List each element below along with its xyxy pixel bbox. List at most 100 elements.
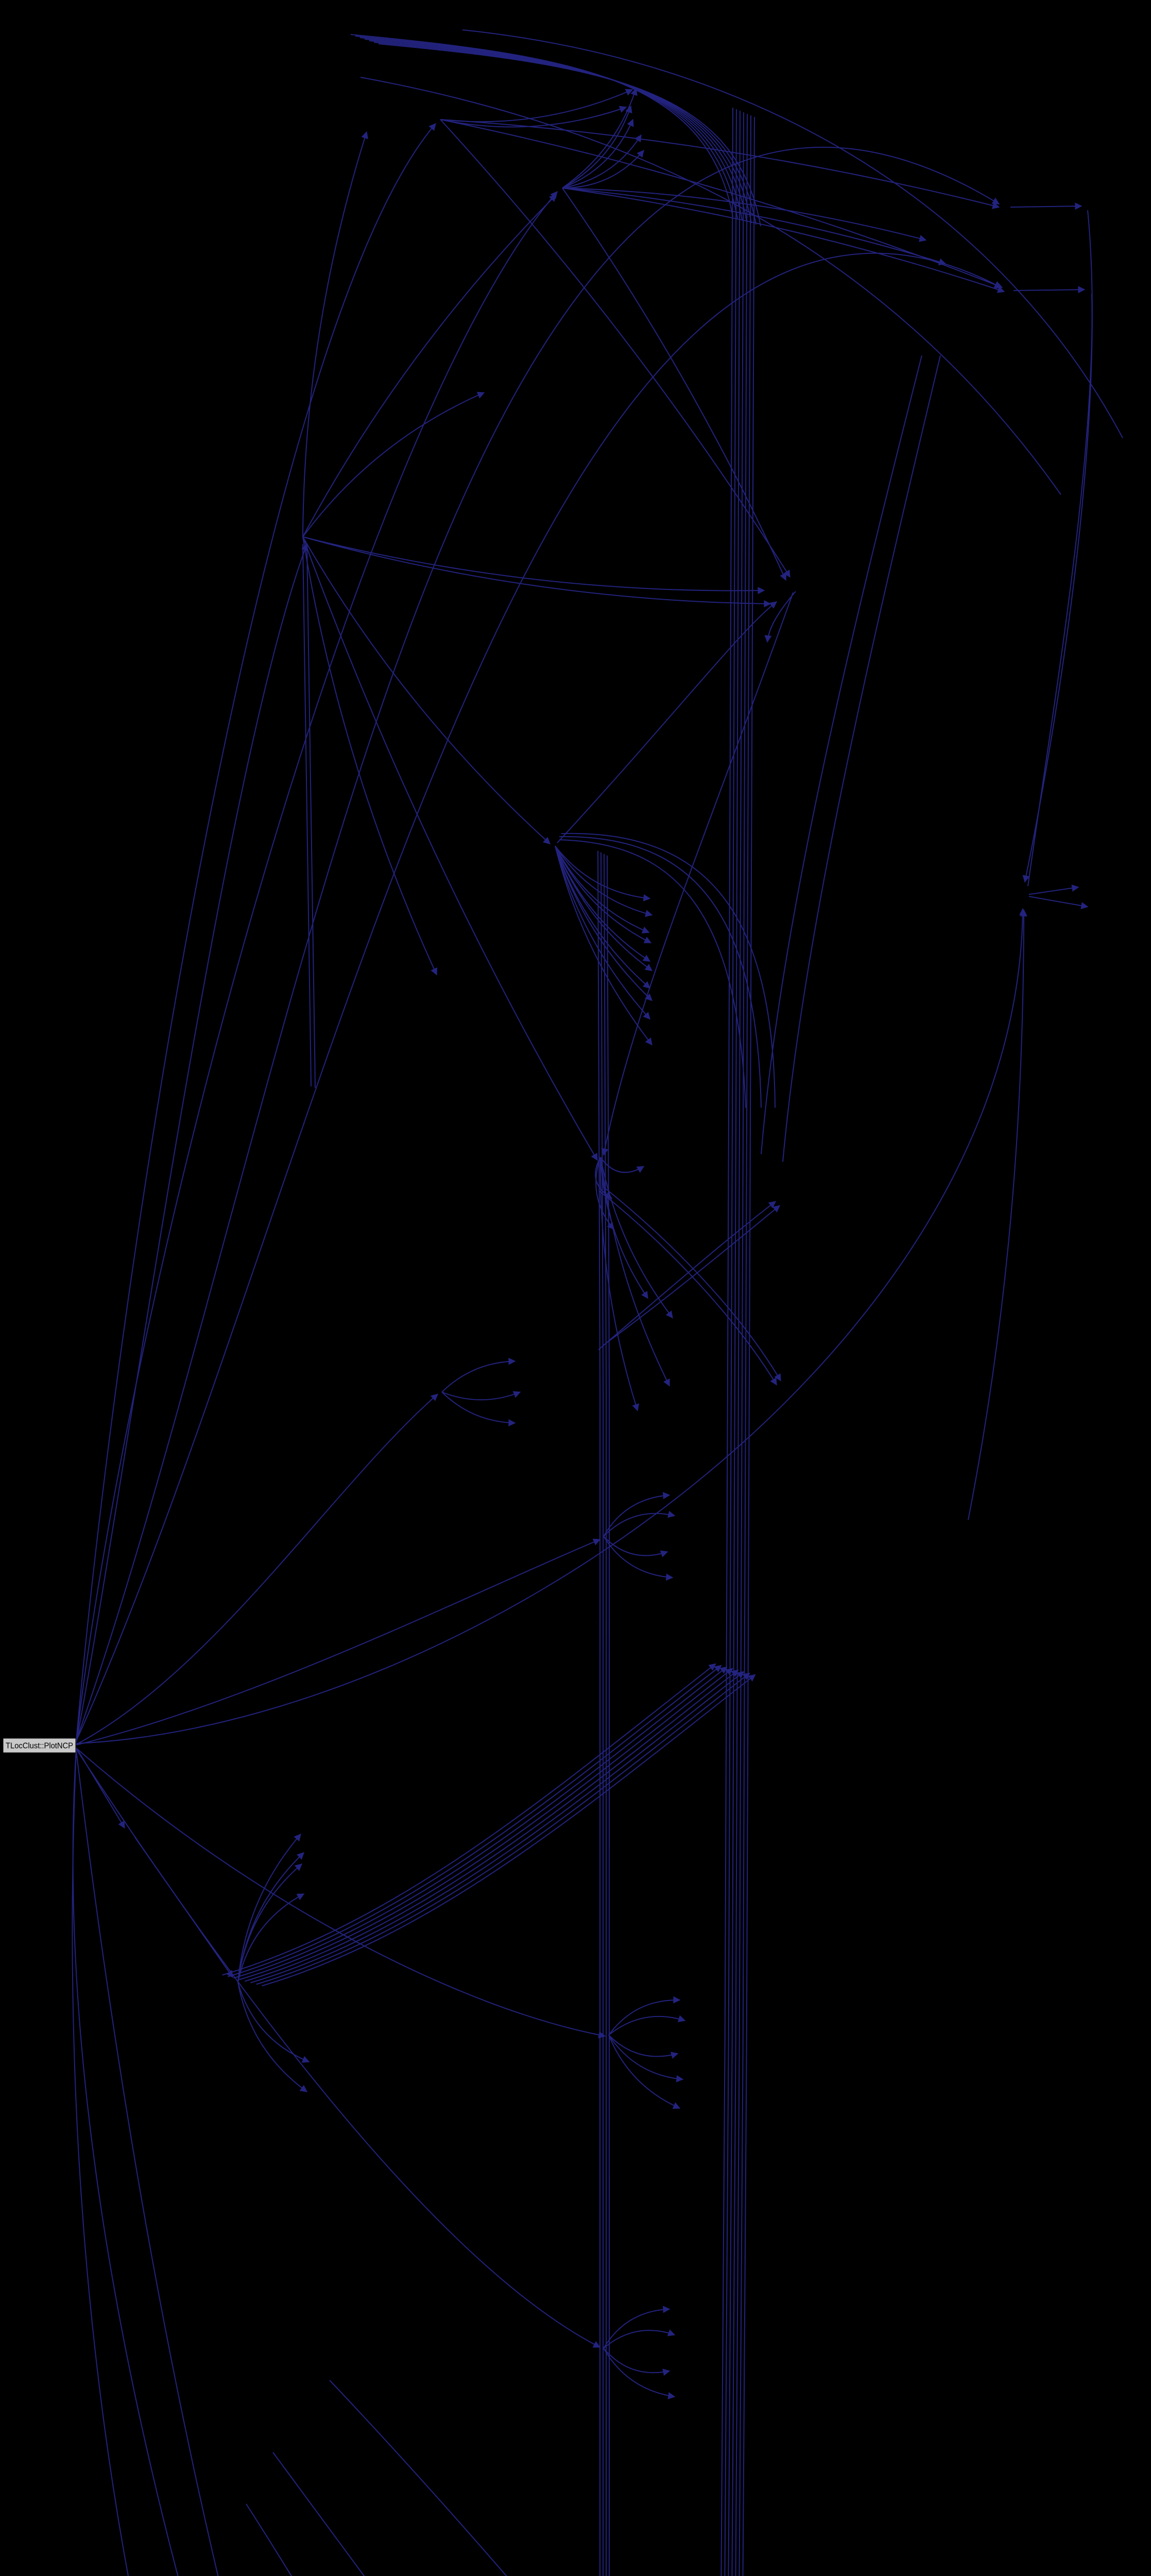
graph-edge [237,1863,303,1983]
graph-edge [603,2348,676,2400]
graph-edge [256,1672,750,1985]
graph-edge [360,77,1061,495]
graph-edge [237,1982,310,2063]
graph-edge [607,855,611,2576]
graph-edge [764,591,796,643]
graph-edge [246,2503,293,2576]
graph-edge [302,392,485,537]
graph-edge [222,1663,716,1976]
graph-edge [302,544,312,1087]
graph-edge [562,88,638,189]
graph-edge [302,194,557,537]
graph-edge [599,1191,777,1386]
graph-edge [237,1982,308,2092]
graph-edge [555,845,651,962]
graph-edge [603,1536,668,1557]
graph-edge [555,845,650,934]
graph-edge [761,355,922,1155]
graph-edge [603,1511,676,1537]
graph-edge [1022,210,1093,883]
graph-edge [1028,884,1079,895]
graph-edge [440,89,633,123]
graph-edge [1010,202,1083,210]
graph-edge [557,601,778,843]
graph-edge [302,536,551,844]
graph-edge [329,2380,507,2576]
graph-edge [600,1157,670,1387]
graph-edge [555,845,652,1046]
graph-edge [602,1205,781,1346]
graph-edge [76,146,1000,1741]
graph-edge [555,845,653,971]
graph-edge [562,188,927,242]
graph-edge [1027,293,1093,887]
graph-edge [608,2035,684,2082]
graph-edge [555,845,652,943]
graph-edge [600,852,605,2576]
graph-edge [441,1358,516,1393]
graph-edge [76,123,436,1742]
graph-edge [603,1187,781,1382]
graph-edge [76,908,1026,1744]
graph-edge [608,2035,681,2109]
graph-edge [562,149,644,189]
graph-edge [76,1750,219,2576]
graph-edge [250,1671,745,1984]
graph-edge [559,836,762,1108]
graph-edge [302,131,368,537]
graph-edge [598,1201,777,1350]
graph-edge [601,592,794,1156]
graph-edge [245,1669,739,1982]
graph-edge [562,188,787,581]
graph-edge [72,1748,179,2576]
graph-edge [603,1536,674,1581]
graph-edge [302,536,765,595]
graph-edge [237,1893,305,1983]
graph-edge [562,188,947,265]
graph-edge [603,2306,671,2349]
edges-layer [72,29,1123,2576]
graph-edge [600,1157,645,1173]
graph-edge [228,1665,722,1977]
root-node-label: TLocClust::PlotNCP [6,1742,73,1751]
graph-edge [1013,286,1086,294]
graph-edge [608,1996,681,2036]
graph-edge [562,118,634,189]
graph-edge [237,1852,305,1983]
graph-edge [555,845,650,1020]
graph-edge [555,845,651,989]
graph-edge [306,546,316,1088]
root-node[interactable]: TLocClust::PlotNCP [3,1738,76,1753]
graph-edge [441,1391,521,1400]
graph-edge [603,2348,671,2376]
graph-edge [968,909,1027,1520]
graph-edge [559,839,746,1108]
graph-edge [262,1674,756,1987]
graph-edge [302,536,598,1161]
graph-edge [603,2329,676,2349]
graph-edge [272,2452,364,2576]
graph-edge [76,252,1002,1741]
graph-edge [302,536,438,976]
graph-edge [378,43,761,227]
graph-edge [233,1666,728,1979]
graph-edge [76,191,558,1742]
graph-edge [608,2015,686,2036]
graph-edge [76,543,308,1743]
graph-edge [608,2035,679,2059]
graph-edge [597,851,602,2576]
graph-edge [440,119,791,578]
graph-edge [782,355,941,1162]
graph-edge [555,845,653,917]
graph-edge [562,134,642,189]
graph-edge [76,1538,601,1745]
graph-edge [76,1749,601,2348]
graph-edge [72,1749,129,2576]
graph-edge [441,1392,516,1427]
graph-edge [1028,896,1089,909]
graph-edge [302,536,771,607]
graph-edge [561,833,776,1108]
graph-edge [555,845,653,1001]
root-node-box[interactable] [3,1738,76,1753]
